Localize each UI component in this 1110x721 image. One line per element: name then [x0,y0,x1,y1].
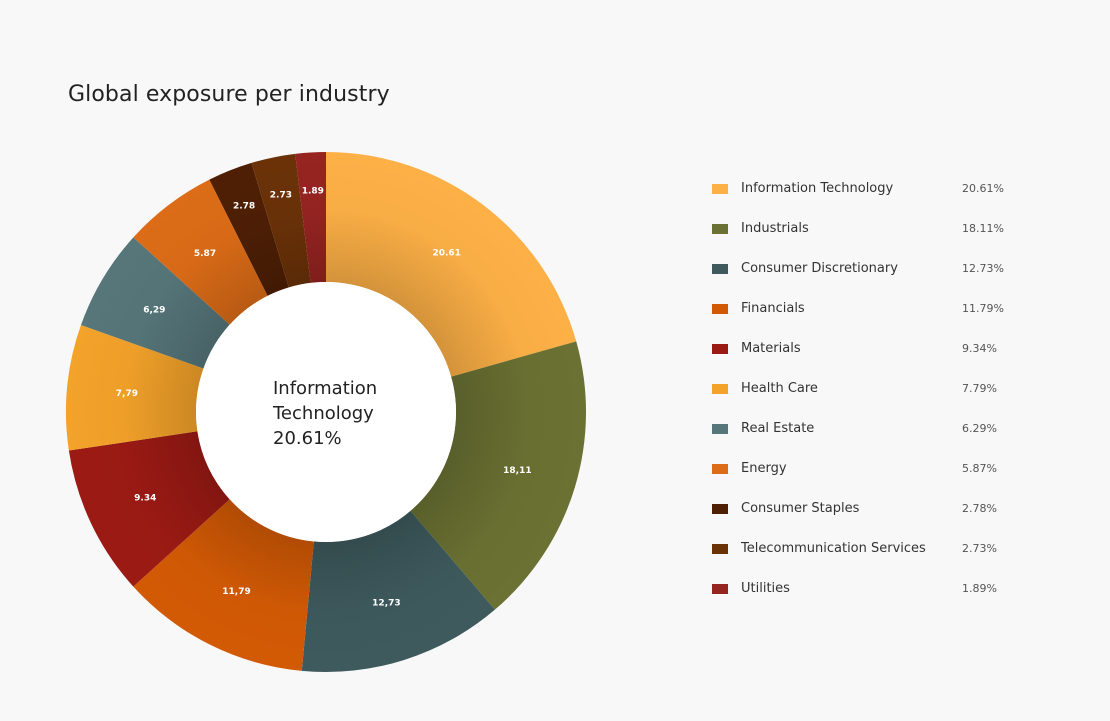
legend-label: Financials [741,301,805,316]
legend-value: 5.87% [962,462,997,475]
donut-slice-shading [80,237,230,369]
donut-slice-materials: 9.34 [68,431,230,587]
donut-slice-financials: 11,79 [133,499,314,671]
legend-item-real-estate: Real Estate 6.29% [712,418,1032,458]
legend-swatch [712,304,728,314]
legend-value: 11.79% [962,302,1004,315]
legend-value: 18.11% [962,222,1004,235]
donut-slice-telecommunication-services: 2.73 [251,153,311,288]
donut-slice-real-estate: 6,29 [80,237,230,369]
legend-label: Information Technology [741,181,894,196]
donut-slice-utilities: 1.89 [295,152,326,283]
slice-value-label: 7,79 [116,389,138,399]
donut-slice-shading [326,152,577,377]
legend-value: 9.34% [962,342,997,355]
donut-slice-energy: 5.87 [133,179,268,325]
donut-slice-shading [133,499,314,671]
chart-legend: Information Technology 20.61% Industrials 1… [712,178,1032,618]
legend-value: 2.78% [962,502,997,515]
slice-value-label: 6,29 [143,305,165,315]
donut-slice-shading [410,341,586,610]
legend-item-utilities: Utilities 1.89% [712,578,1032,618]
donut-slice-shading [251,153,311,288]
donut-slice-consumer-staples: 2.78 [209,162,289,296]
legend-label: Industrials [741,221,809,236]
donut-slice-shading [301,510,495,672]
donut-slice-information-technology: 20.61 [326,152,577,377]
legend-swatch [712,344,728,354]
donut-slice-shading [209,162,289,296]
legend-label: Energy [741,461,787,476]
donut-slice-industrials: 18,11 [410,341,586,610]
legend-swatch [712,384,728,394]
legend-swatch [712,584,728,594]
legend-item-energy: Energy 5.87% [712,458,1032,498]
center-label-line1: Information [273,378,378,399]
donut-slice-consumer-discretionary: 12,73 [301,510,495,672]
slice-value-label: 5.87 [194,249,216,259]
slice-value-label: 20.61 [432,249,460,259]
donut-slice-shading [66,325,204,451]
legend-item-consumer-staples: Consumer Staples 2.78% [712,498,1032,538]
legend-item-financials: Financials 11.79% [712,298,1032,338]
center-label: Information Technology 20.61% [273,376,377,451]
legend-swatch [712,424,728,434]
legend-label: Consumer Discretionary [741,261,898,276]
legend-swatch [712,224,728,234]
donut-chart: 20.61 18,11 12,73 11,79 9.34 7,79 6,29 5.87 2.78… [66,152,586,672]
donut-slice-shading [68,431,230,587]
legend-value: 6.29% [962,422,997,435]
slice-value-label: 9.34 [134,494,156,504]
center-label-line2: Technology [273,403,374,424]
legend-label: Utilities [741,581,790,596]
legend-item-consumer-discretionary: Consumer Discretionary 12.73% [712,258,1032,298]
legend-label: Materials [741,341,801,356]
center-label-value: 20.61% [273,428,342,449]
slice-value-label: 1.89 [302,186,324,196]
legend-item-materials: Materials 9.34% [712,338,1032,378]
slice-value-label: 18,11 [503,466,531,476]
legend-label: Telecommunication Services [741,541,926,556]
legend-swatch [712,264,728,274]
legend-swatch [712,504,728,514]
legend-value: 7.79% [962,382,997,395]
legend-item-health-care: Health Care 7.79% [712,378,1032,418]
legend-value: 20.61% [962,182,1004,195]
legend-value: 12.73% [962,262,1004,275]
legend-label: Health Care [741,381,818,396]
donut-slice-shading [295,152,326,283]
legend-item-information-technology: Information Technology 20.61% [712,178,1032,218]
legend-label: Real Estate [741,421,815,436]
legend-value: 2.73% [962,542,997,555]
slice-value-label: 2.73 [270,191,292,201]
legend-item-industrials: Industrials 18.11% [712,218,1032,258]
legend-swatch [712,544,728,554]
donut-hole [196,282,456,542]
slice-value-label: 12,73 [372,599,400,609]
slice-value-label: 2.78 [233,202,255,212]
donut-slice-shading [133,179,268,325]
legend-item-telecommunication-services: Telecommunication Services 2.73% [712,538,1032,578]
donut-slice-health-care: 7,79 [66,325,204,451]
slice-value-label: 11,79 [222,587,250,597]
legend-swatch [712,184,728,194]
legend-label: Consumer Staples [741,501,860,516]
legend-swatch [712,464,728,474]
chart-title: Global exposure per industry [68,82,390,107]
legend-value: 1.89% [962,582,997,595]
